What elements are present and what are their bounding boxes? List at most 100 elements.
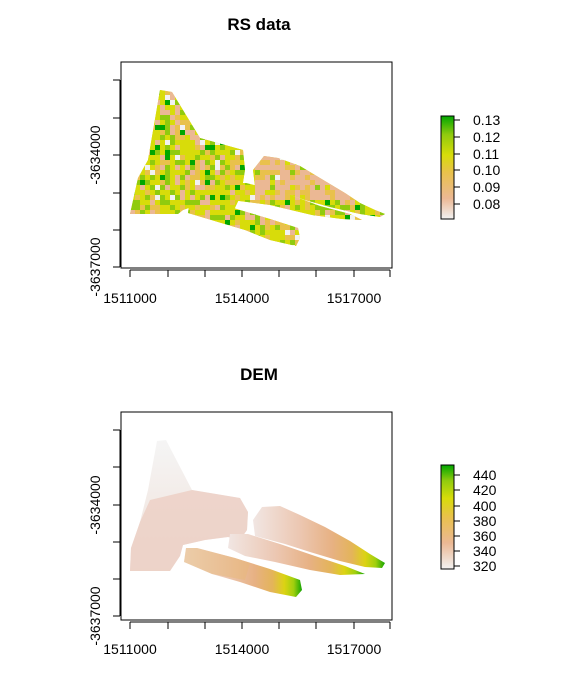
rs-raster-cell [155, 160, 160, 165]
rs-raster-cell [275, 190, 280, 195]
rs-raster-cell [190, 210, 195, 215]
rs-raster-cell [285, 150, 290, 155]
rs-raster-cell [265, 190, 270, 195]
rs-raster-cell [300, 165, 305, 170]
rs-raster-cell [285, 100, 290, 105]
rs-raster-cell [345, 180, 350, 185]
rs-raster-cell [320, 215, 325, 220]
rs-raster-cell [345, 185, 350, 190]
rs-raster-cell [345, 85, 350, 90]
rs-raster-cell [235, 90, 240, 95]
rs-raster-cell [195, 220, 200, 225]
rs-raster-cell [360, 170, 365, 175]
rs-raster-cell [290, 195, 295, 200]
rs-raster-cell [260, 155, 265, 160]
rs-raster-cell [135, 220, 140, 225]
rs-raster-cell [340, 210, 345, 215]
rs-raster-cell [195, 190, 200, 195]
rs-raster-cell [130, 175, 135, 180]
rs-raster-cell [215, 145, 220, 150]
rs-raster-cell [165, 170, 170, 175]
rs-raster-cell [225, 220, 230, 225]
rs-raster-cell [325, 125, 330, 130]
rs-raster-cell [125, 190, 130, 195]
rs-raster-cell [140, 85, 145, 90]
rs-raster-cell [380, 185, 385, 190]
rs-raster-cell [260, 250, 265, 255]
rs-raster-cell [205, 205, 210, 210]
rs-raster-cell [285, 85, 290, 90]
rs-raster-cell [310, 240, 315, 245]
rs-raster-cell [170, 190, 175, 195]
rs-raster-cell [335, 190, 340, 195]
rs-raster-cell [220, 110, 225, 115]
rs-raster-cell [380, 145, 385, 150]
rs-raster-cell [150, 160, 155, 165]
rs-raster-cell [370, 220, 375, 225]
rs-raster-cell [165, 110, 170, 115]
rs-raster-cell [255, 155, 260, 160]
rs-raster-cell [385, 235, 390, 240]
rs-raster-cell [345, 190, 350, 195]
rs-raster-cell [175, 230, 180, 235]
rs-raster-cell [355, 185, 360, 190]
rs-raster-cell [195, 215, 200, 220]
rs-raster-cell [265, 155, 270, 160]
rs-raster-cell [325, 135, 330, 140]
rs-raster-cell [235, 120, 240, 125]
rs-raster-cell [205, 185, 210, 190]
rs-raster-cell [325, 155, 330, 160]
rs-raster-cell [355, 110, 360, 115]
rs-raster-cell [185, 250, 190, 255]
rs-raster-cell [355, 90, 360, 95]
rs-raster-cell [270, 250, 275, 255]
rs-raster-cell [265, 160, 270, 165]
rs-raster-cell [150, 240, 155, 245]
rs-raster-cell [235, 175, 240, 180]
rs-raster-cell [195, 140, 200, 145]
rs-raster-cell [340, 100, 345, 105]
rs-raster-cell [330, 125, 335, 130]
rs-raster-cell [200, 250, 205, 255]
rs-raster-cell [205, 245, 210, 246]
rs-raster-cell [180, 175, 185, 180]
rs-raster-cell [240, 145, 245, 150]
rs-raster-cell [155, 120, 160, 125]
rs-raster-cell [295, 215, 300, 220]
rs-raster-cell [380, 140, 385, 145]
rs-raster-cell [350, 250, 355, 255]
rs-raster-cell [245, 245, 250, 246]
rs-raster-cell [335, 200, 340, 205]
rs-raster-cell [335, 140, 340, 145]
rs-raster-cell [260, 120, 265, 125]
rs-raster-cell [185, 205, 190, 210]
rs-raster-cell [155, 225, 160, 230]
rs-raster-cell [230, 100, 235, 105]
rs-raster-cell [125, 230, 130, 235]
rs-raster-cell [370, 85, 375, 90]
rs-raster-cell [125, 185, 130, 190]
rs-raster-cell [165, 135, 170, 140]
rs-raster-cell [260, 245, 265, 246]
rs-raster-cell [370, 185, 375, 190]
rs-raster-cell [330, 180, 335, 185]
rs-raster-cell [350, 235, 355, 240]
rs-raster-cell [185, 160, 190, 165]
rs-raster-cell [140, 210, 145, 215]
rs-raster-cell [320, 155, 325, 160]
rs-raster-cell [215, 235, 220, 240]
rs-raster-cell [180, 140, 185, 145]
rs-raster-cell [125, 175, 130, 180]
rs-raster-cell [370, 125, 375, 130]
rs-raster-cell [285, 105, 290, 110]
rs-raster-cell [285, 195, 290, 200]
rs-raster-cell [165, 160, 170, 165]
rs-raster-cell [235, 210, 240, 215]
rs-raster-cell [350, 220, 355, 225]
rs-raster-cell [350, 90, 355, 95]
rs-raster-cell [175, 95, 180, 100]
rs-raster-cell [265, 120, 270, 125]
rs-raster-cell [170, 235, 175, 240]
rs-raster-cell [375, 220, 380, 225]
rs-raster-cell [240, 110, 245, 115]
